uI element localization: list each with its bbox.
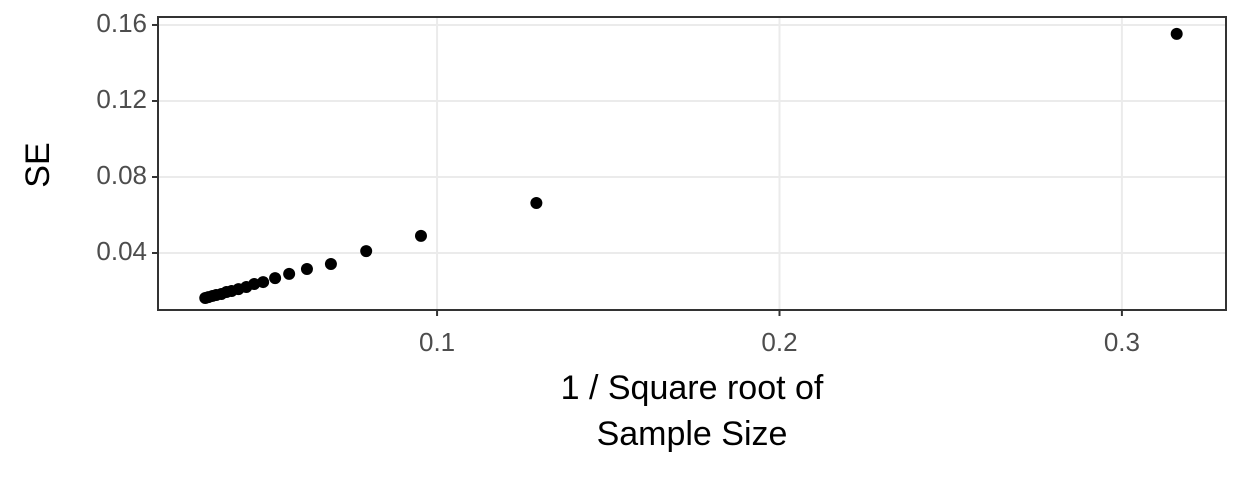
x-axis-title: Sample Size	[597, 415, 788, 453]
point	[1170, 27, 1183, 40]
point	[360, 245, 373, 258]
y-axis-title: SE	[19, 142, 57, 187]
point	[257, 276, 270, 289]
x-axis-title: 1 / Square root of	[561, 369, 824, 407]
panel-border	[157, 16, 1227, 311]
point	[199, 292, 212, 305]
plot-background	[158, 17, 1226, 310]
x-tick-label: 0.2	[761, 327, 797, 357]
x-tick-label: 0.3	[1104, 327, 1140, 357]
point	[283, 267, 296, 280]
y-tick-label: 0.12	[96, 84, 147, 114]
point	[414, 229, 427, 242]
x-tick-label: 0.1	[419, 327, 455, 357]
point	[324, 258, 337, 271]
y-tick-label: 0.16	[96, 8, 147, 38]
point	[269, 272, 282, 285]
point	[300, 262, 313, 275]
y-tick-label: 0.08	[96, 160, 147, 190]
point	[530, 197, 543, 210]
y-tick-label: 0.04	[96, 236, 147, 266]
